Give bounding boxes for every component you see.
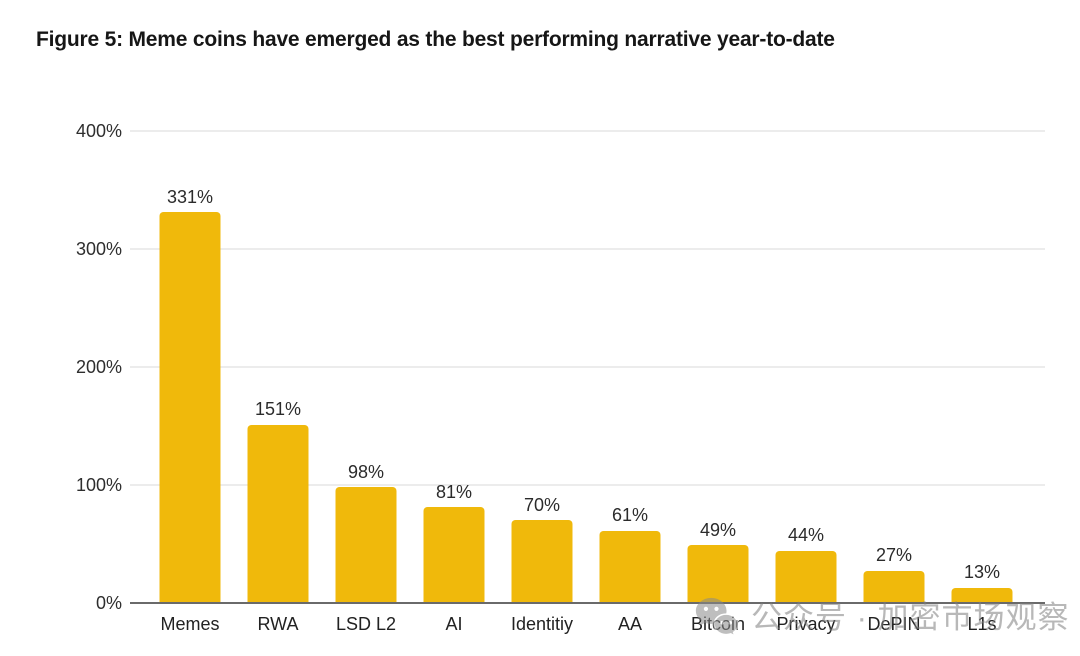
x-axis-labels: Memes RWA LSD L2 AI Identitiy AA Bitcoin Privac… xyxy=(146,614,1026,635)
bar-bitcoin: 49% xyxy=(687,520,749,603)
bar-value-label-bitcoin: 49% xyxy=(699,519,737,540)
bar-identitiy: 70% xyxy=(511,495,573,603)
x-category-label-l1s: L1s xyxy=(967,614,997,634)
bar-ai: 81% xyxy=(423,482,485,603)
x-category-label-bitcoin: Bitcoin xyxy=(690,614,746,634)
plot-area: 331% 151% 98% 81% 70% 61% 49% 44% 27% 13% xyxy=(130,130,1045,604)
bar-value-label-rwa: 151% xyxy=(254,399,302,420)
bars-rail: 331% 151% 98% 81% 70% 61% 49% 44% 27% 13% xyxy=(146,131,1026,603)
x-category-label-rwa: RWA xyxy=(257,614,299,634)
bar-rwa: 151% xyxy=(247,399,309,603)
gridline-300 xyxy=(130,248,1045,250)
x-category-label-aa: AA xyxy=(617,614,642,634)
x-category-label-ai: AI xyxy=(445,614,463,634)
gridline-400 xyxy=(130,130,1045,132)
y-axis: 0% 100% 200% 300% 400% xyxy=(36,122,122,612)
bar-privacy: 44% xyxy=(775,525,837,603)
x-category-label-privacy: Privacy xyxy=(776,614,836,634)
bar-value-label-memes: 331% xyxy=(166,186,214,207)
bar-slot-bitcoin: 49% xyxy=(674,131,762,603)
x-axis-baseline xyxy=(130,602,1045,604)
bar-value-label-privacy: 44% xyxy=(787,525,825,546)
x-category-label-identitiy: Identitiy xyxy=(510,614,574,634)
x-category-label-memes: Memes xyxy=(160,614,220,634)
bar-aa: 61% xyxy=(599,505,661,603)
bar-slot-identitiy: 70% xyxy=(498,131,586,603)
bar-value-label-lsd-l2: 98% xyxy=(347,461,385,482)
bar-value-label-l1s: 13% xyxy=(963,561,1001,582)
x-category-label-depin: DePIN xyxy=(867,614,921,634)
bar-value-label-ai: 81% xyxy=(435,481,473,502)
y-tick-label-0: 0% xyxy=(95,593,122,613)
bar-slot-l1s: 13% xyxy=(938,131,1026,603)
bar-value-label-depin: 27% xyxy=(875,545,913,566)
bar-depin: 27% xyxy=(863,545,925,603)
bar-lsd-l2: 98% xyxy=(335,462,397,603)
gridline-200 xyxy=(130,366,1045,368)
bar-slot-depin: 27% xyxy=(850,131,938,603)
gridline-100 xyxy=(130,484,1045,486)
y-tick-label-300: 300% xyxy=(75,239,122,259)
bar-l1s: 13% xyxy=(951,562,1013,603)
y-tick-label-100: 100% xyxy=(75,475,122,495)
y-tick-label-200: 200% xyxy=(75,357,122,377)
bar-value-label-aa: 61% xyxy=(611,505,649,526)
x-category-label-lsd-l2: LSD L2 xyxy=(335,614,397,634)
bar-memes: 331% xyxy=(159,187,221,603)
bar-slot-aa: 61% xyxy=(586,131,674,603)
bar-value-label-identitiy: 70% xyxy=(523,494,561,515)
figure-title: Figure 5: Meme coins have emerged as the… xyxy=(36,28,835,51)
bar-slot-rwa: 151% xyxy=(234,131,322,603)
bar-slot-lsd-l2: 98% xyxy=(322,131,410,603)
bar-slot-memes: 331% xyxy=(146,131,234,603)
y-tick-label-400: 400% xyxy=(75,121,122,141)
bar-slot-ai: 81% xyxy=(410,131,498,603)
bar-slot-privacy: 44% xyxy=(762,131,850,603)
